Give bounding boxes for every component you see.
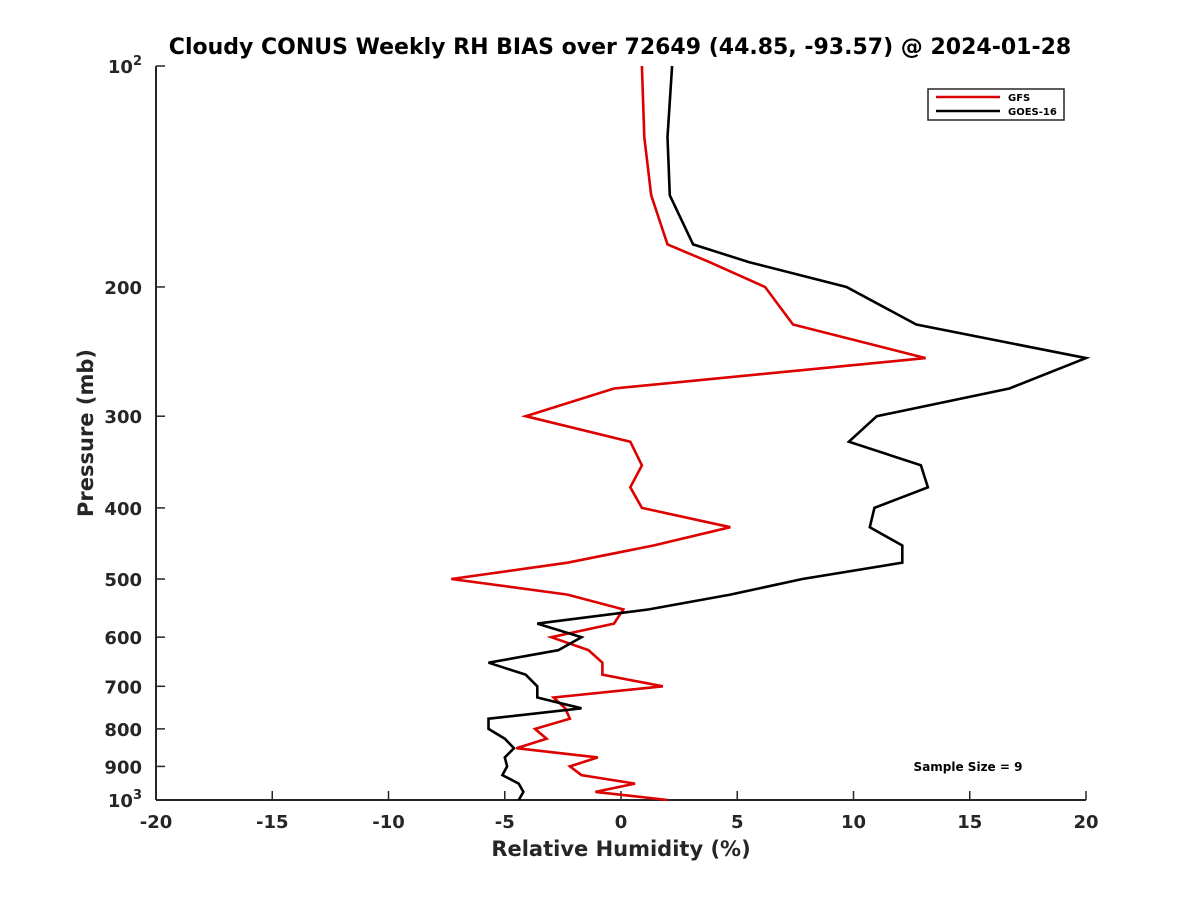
- legend-label: GOES-16: [1008, 107, 1057, 118]
- x-tick-label: -20: [140, 812, 173, 833]
- y-tick-label: 700: [104, 677, 142, 698]
- x-tick-label: 0: [615, 812, 628, 833]
- y-tick-label: 900: [104, 757, 142, 778]
- x-axis-label: Relative Humidity (%): [491, 837, 750, 861]
- y-tick-label: 200: [104, 278, 142, 299]
- y-axis-label: Pressure (mb): [74, 349, 98, 517]
- x-tick-label: -10: [372, 812, 405, 833]
- sample-size-annotation: Sample Size = 9: [914, 760, 1023, 774]
- axes: -20 -15 -10 -5 0 5 10 15 20 102 200 300 400 500 600 700…: [104, 54, 1098, 833]
- y-tick-label: 600: [104, 628, 142, 649]
- x-tick-label: -15: [256, 812, 289, 833]
- legend-box: [927, 88, 1065, 121]
- legend-label: GFS: [1008, 93, 1030, 104]
- series-line-gfs: [451, 65, 926, 802]
- y-tick-label: 102: [108, 54, 142, 78]
- x-tick-label: 15: [957, 812, 982, 833]
- y-tick-label: 500: [104, 570, 142, 591]
- y-tick-label: 400: [104, 499, 142, 520]
- y-tick-label: 103: [108, 788, 142, 812]
- x-tick-label: 20: [1073, 812, 1098, 833]
- x-tick-label: 10: [841, 812, 866, 833]
- legend: GFS GOES-16: [927, 88, 1065, 121]
- y-tick-label: 300: [104, 407, 142, 428]
- y-tick-label: 800: [104, 720, 142, 741]
- chart-title: Cloudy CONUS Weekly RH BIAS over 72649 (…: [169, 35, 1071, 60]
- plot-area: [451, 65, 1091, 802]
- series-line-goes-16: [487, 65, 1091, 801]
- x-tick-label: -5: [495, 812, 515, 833]
- x-tick-label: 5: [731, 812, 744, 833]
